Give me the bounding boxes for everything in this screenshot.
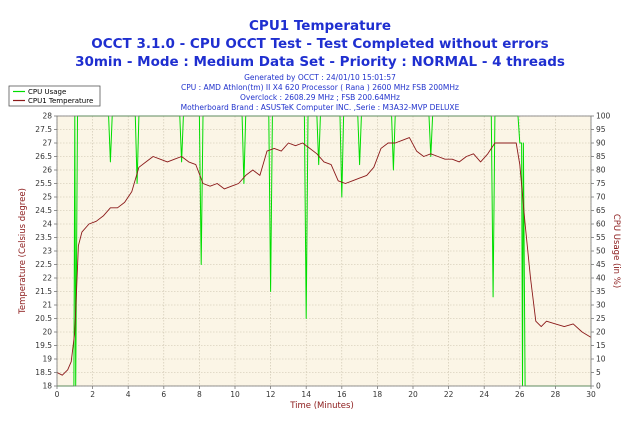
y2-tick-label: 75 [596, 179, 606, 188]
x-tick-label: 26 [515, 390, 525, 399]
x-tick-label: 24 [479, 390, 489, 399]
chart-subtitle-2: 30min - Mode : Medium Data Set - Priorit… [75, 54, 565, 70]
x-tick-label: 0 [55, 390, 60, 399]
y2-tick-label: 25 [596, 314, 606, 323]
y2-axis-label: CPU Usage (in %) [611, 214, 621, 288]
x-tick-label: 16 [337, 390, 347, 399]
x-tick-label: 6 [161, 390, 166, 399]
y-tick-label: 24 [42, 220, 52, 229]
y-tick-label: 21.5 [35, 287, 52, 296]
y2-tick-label: 60 [596, 220, 606, 229]
y-tick-label: 19 [42, 355, 52, 364]
info-motherboard: Motherboard Brand : ASUSTeK Computer INC… [181, 103, 460, 112]
x-tick-label: 10 [230, 390, 240, 399]
x-tick-label: 4 [126, 390, 131, 399]
x-tick-label: 2 [90, 390, 95, 399]
y2-tick-label: 10 [596, 355, 606, 364]
y2-tick-label: 5 [596, 368, 601, 377]
y2-tick-label: 15 [596, 341, 606, 350]
y2-tick-label: 90 [596, 139, 606, 148]
y2-tick-label: 95 [596, 125, 606, 134]
y-tick-label: 23 [42, 247, 52, 256]
y2-tick-label: 45 [596, 260, 606, 269]
x-axis-ticks: 0 2 4 6 8 10 12 14 16 18 20 22 24 26 28 30 [55, 386, 596, 399]
x-tick-label: 18 [373, 390, 383, 399]
y-tick-label: 26 [42, 166, 52, 175]
y2-tick-label: 55 [596, 233, 606, 242]
y-tick-label: 25 [42, 193, 52, 202]
y-tick-label: 19.5 [35, 341, 52, 350]
y-tick-label: 22.5 [35, 260, 52, 269]
y2-tick-label: 85 [596, 152, 606, 161]
legend: CPU Usage CPU1 Temperature [8, 85, 101, 107]
y-tick-label: 27 [42, 139, 52, 148]
y-tick-label: 23.5 [35, 233, 52, 242]
y-tick-label: 22 [42, 274, 52, 283]
y-tick-label: 18.5 [35, 368, 52, 377]
legend-box [8, 85, 101, 107]
x-tick-label: 8 [197, 390, 202, 399]
legend-label-cpu-temp: CPU1 Temperature [28, 97, 93, 105]
x-axis-label: Time (Minutes) [289, 401, 354, 411]
y-axis-label: Temperature (Celsius degree) [18, 188, 28, 315]
x-tick-label: 14 [301, 390, 311, 399]
y-tick-label: 25.5 [35, 179, 52, 188]
y2-tick-label: 0 [596, 382, 601, 391]
y2-tick-label: 100 [596, 112, 611, 121]
y2-tick-label: 30 [596, 301, 606, 310]
y-tick-label: 21 [42, 301, 52, 310]
y2-tick-label: 50 [596, 247, 606, 256]
y2-tick-label: 65 [596, 206, 606, 215]
x-tick-label: 28 [551, 390, 561, 399]
legend-label-cpu-usage: CPU Usage [28, 88, 66, 96]
y-tick-label: 24.5 [35, 206, 52, 215]
y2-tick-label: 20 [596, 328, 606, 337]
y-tick-label: 28 [42, 112, 52, 121]
series-line-cpu-temp [56, 137, 592, 376]
info-overclock: Overclock : 2608.29 MHz ; FSB 200.64MHz [240, 93, 400, 102]
info-generated: Generated by OCCT : 24/01/10 15:01:57 [244, 73, 396, 82]
x-tick-label: 12 [266, 390, 276, 399]
y2-tick-label: 80 [596, 166, 606, 175]
chart-title: CPU1 Temperature [249, 18, 391, 34]
y-tick-label: 20 [42, 328, 52, 337]
y-tick-label: 26.5 [35, 152, 52, 161]
x-tick-label: 30 [586, 390, 596, 399]
x-tick-label: 22 [444, 390, 454, 399]
y-axis-ticks: 18 18.5 19 19.5 20 20.5 21 21.5 22 22.5 23 23.5 24 24… [35, 112, 57, 391]
y2-axis-ticks: 0 5 10 15 20 25 30 35 40 45 50 55 60 65 70 75 80 85 90 95 10… [591, 112, 611, 391]
y2-tick-label: 40 [596, 274, 606, 283]
chart-subtitle-1: OCCT 3.1.0 - CPU OCCT Test - Test Comple… [91, 36, 548, 52]
info-cpu: CPU : AMD Athlon(tm) II X4 620 Processor… [181, 83, 459, 92]
y-tick-label: 20.5 [35, 314, 52, 323]
y-tick-label: 27.5 [35, 125, 52, 134]
x-tick-label: 20 [408, 390, 418, 399]
y2-tick-label: 70 [596, 193, 606, 202]
y2-tick-label: 35 [596, 287, 606, 296]
y-tick-label: 18 [42, 382, 52, 391]
